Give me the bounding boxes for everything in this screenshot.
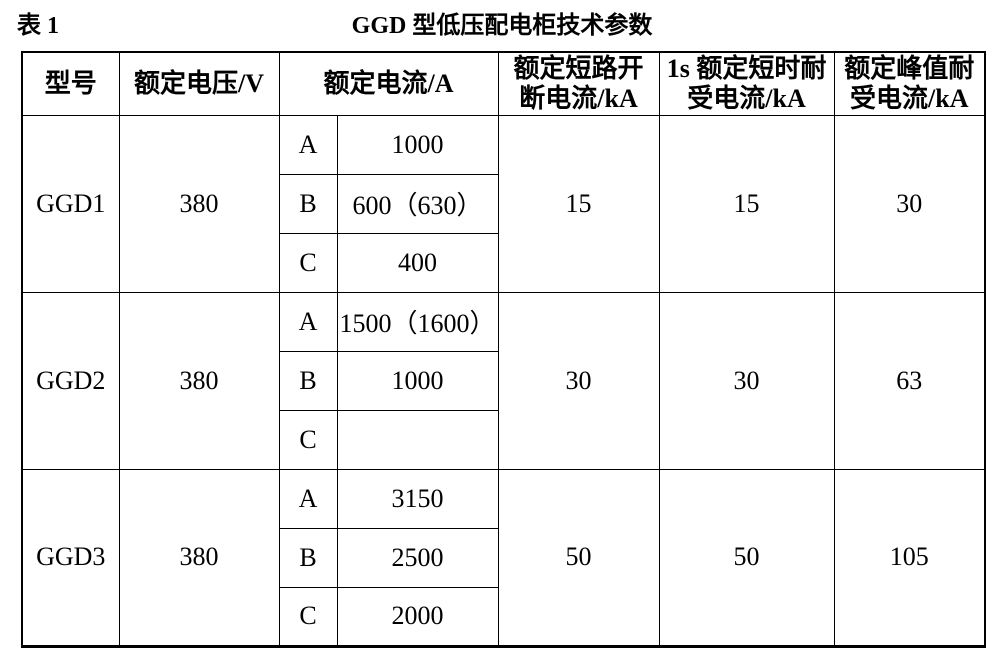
voltage-cell: 380 bbox=[118, 114, 280, 293]
scheme-letter-cell: C bbox=[278, 232, 338, 293]
breaking-current-cell: 15 bbox=[497, 114, 660, 293]
current-value-cell bbox=[336, 409, 499, 470]
table-row: C bbox=[22, 409, 985, 470]
table-row: B 1000 bbox=[22, 350, 985, 411]
header-line: 额定短路开 bbox=[513, 53, 644, 83]
current-value-cell: 1000 bbox=[336, 114, 499, 175]
voltage-cell: 380 bbox=[118, 468, 280, 648]
scheme-letter-cell: B bbox=[278, 527, 338, 588]
breaking-current-cell: 30 bbox=[497, 291, 660, 470]
short-time-current-cell: 50 bbox=[658, 468, 835, 648]
table-row: B 600（630） bbox=[22, 173, 985, 234]
breaking-current-cell: 50 bbox=[497, 468, 660, 648]
current-value-cell: 2000 bbox=[336, 586, 499, 648]
peak-current-cell: 63 bbox=[833, 291, 986, 470]
table-caption: GGD 型低压配电柜技术参数 bbox=[351, 13, 653, 39]
current-value-cell: 2500 bbox=[336, 527, 499, 588]
peak-current-cell: 105 bbox=[833, 468, 986, 648]
table-row: C 2000 bbox=[22, 586, 985, 648]
header-model: 型号 bbox=[21, 51, 120, 116]
header-short-time-current: 1s 额定短时耐 受电流/kA bbox=[658, 51, 835, 116]
current-value-cell: 600（630） bbox=[336, 173, 499, 234]
peak-current-cell: 30 bbox=[833, 114, 986, 293]
model-cell: GGD3 bbox=[21, 468, 120, 648]
short-time-current-cell: 15 bbox=[658, 114, 835, 293]
header-line: 受电流/kA bbox=[850, 83, 969, 113]
header-voltage: 额定电压/V bbox=[118, 51, 280, 116]
table-header-row: 型号 额定电压/V 额定电流/A 额定短路开 断电流/kA 1s 额定短时耐 受… bbox=[21, 51, 986, 116]
scheme-letter-cell: A bbox=[278, 291, 338, 352]
table-row: GGD1 380 A 1000 15 15 30 bbox=[21, 114, 986, 293]
header-line: 受电流/kA bbox=[687, 83, 806, 113]
header-breaking-current: 额定短路开 断电流/kA bbox=[497, 51, 660, 116]
scheme-letter-cell: C bbox=[278, 586, 338, 648]
current-value-cell: 3150 bbox=[336, 468, 499, 529]
model-cell: GGD2 bbox=[21, 291, 120, 470]
voltage-cell: 380 bbox=[118, 291, 280, 470]
current-value-cell: 1000 bbox=[336, 350, 499, 411]
header-line: 1s 额定短时耐 bbox=[666, 53, 827, 83]
header-line: 额定峰值耐 bbox=[844, 53, 975, 83]
scheme-letter-cell: B bbox=[278, 350, 338, 411]
scheme-letter-cell: C bbox=[278, 409, 338, 470]
table-row: GGD2 380 A 1500（1600） 30 30 63 bbox=[21, 291, 986, 470]
header-line: 断电流/kA bbox=[519, 83, 638, 113]
scheme-letter-cell: A bbox=[278, 114, 338, 175]
table-row: GGD3 380 A 3150 50 50 105 bbox=[21, 468, 986, 648]
header-peak-current: 额定峰值耐 受电流/kA bbox=[833, 51, 986, 116]
scheme-letter-cell: B bbox=[278, 173, 338, 234]
header-current: 额定电流/A bbox=[278, 51, 499, 116]
parameters-table: 型号 额定电压/V 额定电流/A 额定短路开 断电流/kA 1s 额定短时耐 受… bbox=[21, 51, 987, 648]
table-row: C 400 bbox=[22, 232, 985, 293]
model-cell: GGD1 bbox=[21, 114, 120, 293]
scheme-letter-cell: A bbox=[278, 468, 338, 529]
short-time-current-cell: 30 bbox=[658, 291, 835, 470]
current-value-cell: 1500（1600） bbox=[336, 291, 499, 352]
current-value-cell: 400 bbox=[336, 232, 499, 293]
table-label: 表 1 bbox=[17, 13, 59, 39]
